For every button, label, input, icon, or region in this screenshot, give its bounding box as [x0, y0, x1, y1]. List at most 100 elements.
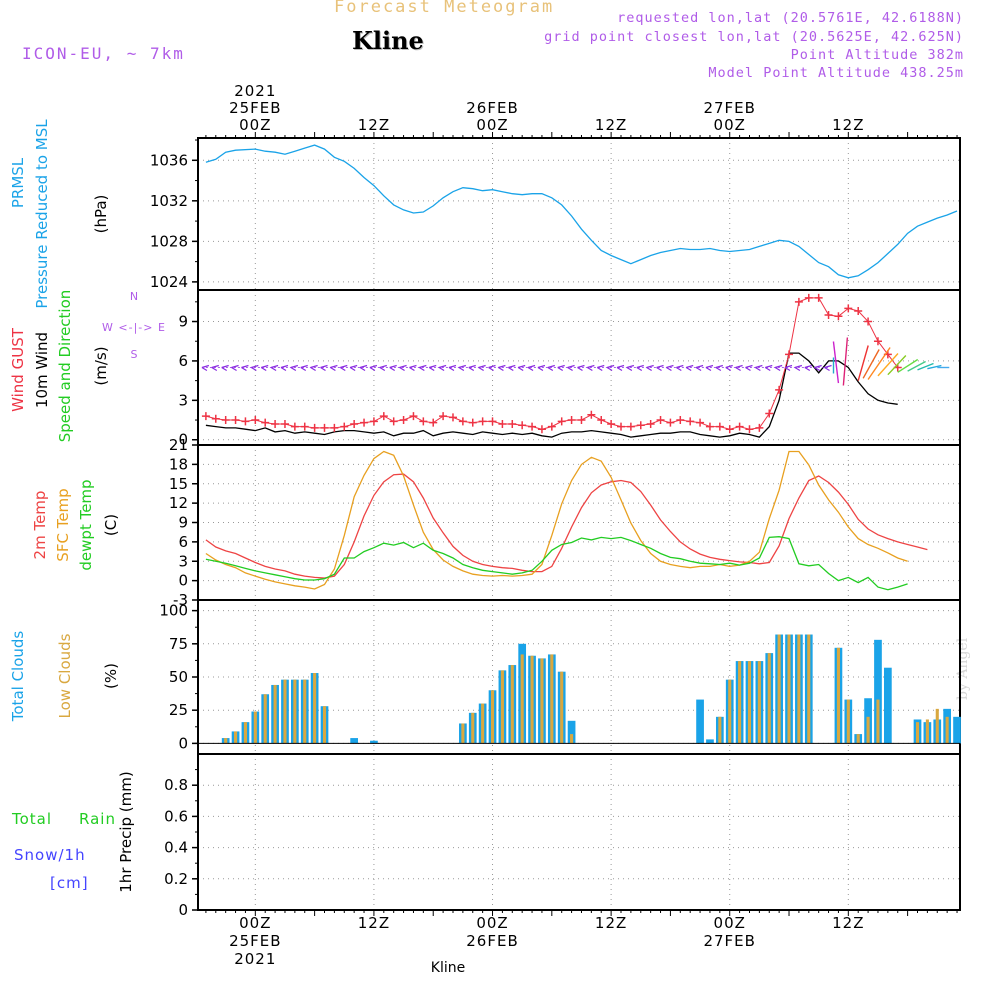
- low-cloud-bar: [560, 671, 564, 744]
- gust-marker: [854, 307, 863, 316]
- footer-station-label: Kline: [431, 960, 465, 976]
- compass-south: S: [131, 348, 138, 361]
- y-tick-label: -3: [173, 591, 188, 609]
- compass-north: N: [130, 290, 138, 303]
- low-cloud-bar: [925, 719, 929, 744]
- colored-wind-arrow: [927, 364, 942, 370]
- wind-direction-arrow: [498, 364, 506, 372]
- station-name: Kline: [352, 26, 424, 55]
- low-cloud-bar: [510, 665, 514, 744]
- top-time-label: 25FEB: [229, 99, 281, 117]
- model-altitude: Model Point Altitude 438.25m: [708, 65, 964, 81]
- wind-direction-arrow: [290, 364, 299, 372]
- wind-direction-arrow: [270, 364, 279, 372]
- snow-label: Snow/1h: [14, 846, 86, 864]
- gust-marker: [587, 410, 596, 419]
- low-cloud-bar: [530, 655, 534, 744]
- low-cloud-bar: [876, 699, 880, 744]
- wind-direction-arrow: [339, 364, 348, 372]
- gust-marker: [646, 419, 655, 428]
- low-cloud-bar: [500, 670, 504, 744]
- gust-marker: [577, 416, 586, 425]
- y-tick-label: 6: [178, 533, 188, 551]
- colored-wind-arrow: [842, 337, 849, 386]
- gust-marker: [715, 422, 724, 431]
- wind-direction-arrow: [715, 364, 724, 372]
- wind-direction-arrow: [587, 364, 595, 372]
- wind-direction-arrow: [409, 364, 417, 372]
- wind-side-label: 10m Wind: [33, 332, 51, 408]
- top-time-label: 00Z: [476, 116, 508, 134]
- y-tick-label: 0.8: [164, 776, 188, 794]
- low-cloud-bar: [836, 647, 840, 744]
- gust-marker: [508, 419, 517, 428]
- wind-direction-arrow: [764, 364, 773, 372]
- gust-marker: [824, 310, 833, 319]
- wind-direction-arrow: [221, 364, 229, 372]
- low-cloud-bar: [303, 679, 307, 744]
- low-cloud-bar: [490, 690, 495, 744]
- gust-marker: [261, 418, 270, 427]
- y-tick-label: 0.6: [164, 807, 188, 825]
- wind-direction-arrow: [300, 364, 308, 372]
- wind-direction-arrow: [745, 364, 753, 372]
- y-tick-label: 0: [178, 572, 188, 590]
- wind-direction-arrow: [547, 364, 555, 372]
- pressure-unit-label: (hPa): [92, 195, 110, 234]
- total-cloud-bar: [883, 667, 892, 744]
- rain-label: Rain: [79, 810, 116, 828]
- wind-direction-arrow: [251, 364, 259, 372]
- wind-direction-arrow: [359, 364, 368, 372]
- wind-direction-arrow: [705, 364, 714, 372]
- wind-direction-arrow: [527, 364, 536, 372]
- total-precip-label: Total: [11, 810, 52, 828]
- top-time-label: 00Z: [714, 116, 746, 134]
- low-clouds-side-label: Low Clouds: [56, 633, 74, 718]
- gust-marker: [251, 416, 260, 425]
- low-cloud-bar: [935, 708, 939, 744]
- low-cloud-bar: [322, 706, 327, 744]
- gust-marker: [834, 312, 843, 321]
- y-tick-label: 0: [178, 901, 188, 919]
- gust-marker: [666, 418, 675, 427]
- wind-direction-arrow: [725, 364, 733, 372]
- gust-marker: [873, 337, 882, 346]
- wind-direction-arrow: [755, 364, 763, 372]
- bottom-time-label: 25FEB: [229, 932, 281, 950]
- pressure-side-label: Pressure Reduced to MSL: [33, 119, 51, 309]
- low-cloud-bar: [243, 722, 247, 744]
- y-tick-label: 18: [169, 455, 188, 473]
- wind-direction-arrow: [616, 364, 625, 372]
- gust-marker: [458, 417, 467, 426]
- wind-unit-label: (m/s): [92, 346, 110, 385]
- y-tick-label: 100: [159, 602, 188, 620]
- chart-title: Forecast Meteogram: [334, 0, 555, 17]
- low-cloud-bar: [856, 734, 860, 744]
- gust-marker: [409, 412, 418, 421]
- colored-wind-arrow: [862, 349, 880, 379]
- y-tick-label: 15: [169, 475, 188, 493]
- y-tick-label: 1028: [150, 232, 188, 250]
- wind-direction-arrow: [626, 364, 635, 372]
- y-tick-label: 1036: [150, 151, 188, 169]
- y-tick-label: 25: [169, 701, 188, 719]
- gust-marker: [310, 423, 319, 432]
- gust-marker: [607, 419, 616, 428]
- y-tick-label: 12: [169, 494, 188, 512]
- top-time-label: 2021: [234, 82, 276, 100]
- low-cloud-bar: [550, 654, 554, 744]
- gust-marker: [626, 422, 635, 431]
- wind-direction-arrow: [379, 364, 387, 372]
- low-cloud-bar: [253, 711, 257, 744]
- y-tick-label: 0: [178, 431, 188, 449]
- low-cloud-bar: [234, 731, 238, 744]
- gust-marker: [794, 297, 803, 306]
- wind-side-label: Speed and Direction: [56, 290, 74, 443]
- wind-direction-arrow: [478, 364, 486, 372]
- top-time-label: 12Z: [358, 116, 390, 134]
- total-cloud-bar: [370, 740, 378, 744]
- bottom-time-label: 12Z: [595, 914, 627, 932]
- total-cloud-bar: [567, 720, 576, 744]
- gust-marker: [350, 419, 359, 428]
- gust-marker: [557, 417, 566, 426]
